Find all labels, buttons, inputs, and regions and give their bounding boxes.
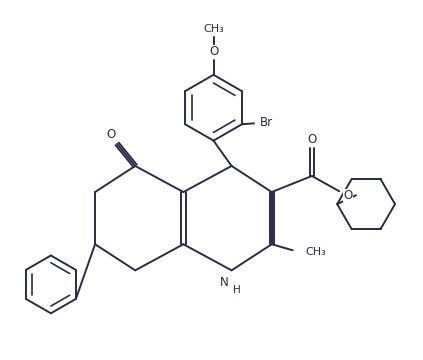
Text: O: O [307, 132, 316, 145]
Text: N: N [220, 276, 229, 289]
Text: Br: Br [260, 116, 273, 129]
Text: CH₃: CH₃ [203, 24, 224, 34]
Text: H: H [233, 285, 241, 294]
Text: O: O [107, 128, 116, 141]
Text: CH₃: CH₃ [306, 247, 327, 257]
Text: O: O [209, 45, 218, 58]
Text: O: O [343, 189, 353, 202]
